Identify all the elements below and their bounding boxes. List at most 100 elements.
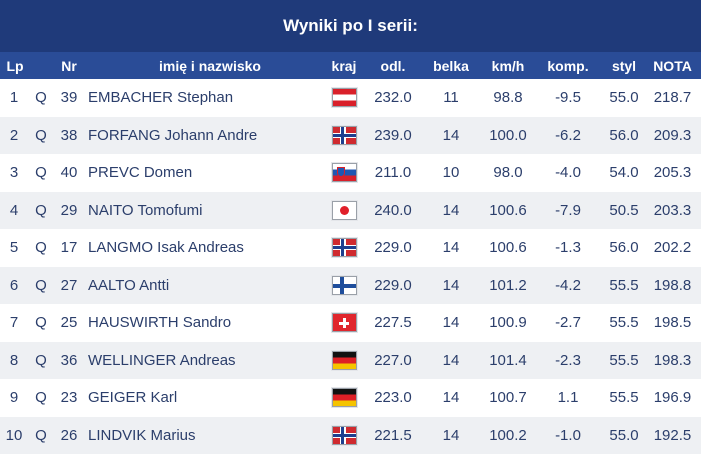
cell-distance: 232.0 [368,79,418,117]
flag-aut-icon [332,88,357,107]
header-odl: odl. [368,52,418,79]
flag-jpn-icon [332,201,357,220]
cell-qualified: Q [28,192,54,230]
cell-athlete-name: HAUSWIRTH Sandro [88,304,318,342]
cell-lp: 5 [0,229,28,267]
cell-lp: 8 [0,342,28,380]
cell-country [322,379,366,417]
cell-athlete-name: AALTO Antti [88,267,318,305]
cell-bib: 25 [54,304,84,342]
cell-speed: 100.9 [480,304,536,342]
flag-ger-icon [332,388,357,407]
cell-athlete-name: NAITO Tomofumi [88,192,318,230]
cell-gate: 14 [428,267,474,305]
cell-score: 205.3 [648,154,697,192]
cell-style: 55.0 [600,79,648,117]
cell-country [322,192,366,230]
cell-gate: 14 [428,342,474,380]
cell-lp: 7 [0,304,28,342]
cell-style: 54.0 [600,154,648,192]
cell-speed: 100.0 [480,117,536,155]
cell-qualified: Q [28,79,54,117]
cell-distance: 227.5 [368,304,418,342]
cell-distance: 229.0 [368,267,418,305]
cell-score: 192.5 [648,417,697,454]
cell-bib: 26 [54,417,84,454]
cell-athlete-name: GEIGER Karl [88,379,318,417]
cell-score: 196.9 [648,379,697,417]
cell-gate: 14 [428,117,474,155]
cell-country [322,229,366,267]
header-kmh: km/h [480,52,536,79]
cell-bib: 38 [54,117,84,155]
cell-gate: 14 [428,304,474,342]
cell-country [322,342,366,380]
cell-bib: 23 [54,379,84,417]
cell-score: 198.8 [648,267,697,305]
cell-compensation: -2.3 [540,342,596,380]
cell-style: 55.5 [600,304,648,342]
cell-style: 55.5 [600,342,648,380]
cell-speed: 98.8 [480,79,536,117]
cell-country [322,417,366,454]
cell-athlete-name: LANGMO Isak Andreas [88,229,318,267]
cell-distance: 239.0 [368,117,418,155]
cell-speed: 101.4 [480,342,536,380]
cell-compensation: -7.9 [540,192,596,230]
header-kraj: kraj [322,52,366,79]
flag-nor-icon [332,238,357,257]
cell-gate: 14 [428,229,474,267]
cell-lp: 9 [0,379,28,417]
cell-lp: 4 [0,192,28,230]
flag-slo-icon [332,163,357,182]
cell-country [322,304,366,342]
cell-compensation: -2.7 [540,304,596,342]
flag-nor-icon [332,126,357,145]
cell-qualified: Q [28,304,54,342]
cell-score: 218.7 [648,79,697,117]
cell-compensation: -4.2 [540,267,596,305]
cell-distance: 240.0 [368,192,418,230]
cell-distance: 223.0 [368,379,418,417]
cell-speed: 100.7 [480,379,536,417]
cell-style: 50.5 [600,192,648,230]
cell-score: 198.3 [648,342,697,380]
cell-score: 198.5 [648,304,697,342]
header-nr: Nr [54,52,84,79]
header-nota: NOTA [648,52,697,79]
cell-gate: 14 [428,192,474,230]
header-name: imię i nazwisko [110,52,310,79]
cell-lp: 6 [0,267,28,305]
cell-distance: 227.0 [368,342,418,380]
cell-lp: 10 [0,417,28,454]
cell-distance: 211.0 [368,154,418,192]
cell-bib: 36 [54,342,84,380]
cell-qualified: Q [28,379,54,417]
cell-gate: 14 [428,379,474,417]
cell-distance: 221.5 [368,417,418,454]
cell-style: 55.0 [600,417,648,454]
cell-distance: 229.0 [368,229,418,267]
cell-athlete-name: WELLINGER Andreas [88,342,318,380]
cell-score: 209.3 [648,117,697,155]
cell-style: 55.5 [600,379,648,417]
cell-country [322,154,366,192]
flag-sui-icon [332,313,357,332]
cell-country [322,79,366,117]
cell-qualified: Q [28,417,54,454]
cell-qualified: Q [28,154,54,192]
flag-ger-icon [332,351,357,370]
cell-lp: 2 [0,117,28,155]
cell-bib: 39 [54,79,84,117]
cell-lp: 3 [0,154,28,192]
cell-score: 202.2 [648,229,697,267]
header-styl: styl [600,52,648,79]
cell-speed: 98.0 [480,154,536,192]
cell-style: 56.0 [600,117,648,155]
header-belka: belka [428,52,474,79]
